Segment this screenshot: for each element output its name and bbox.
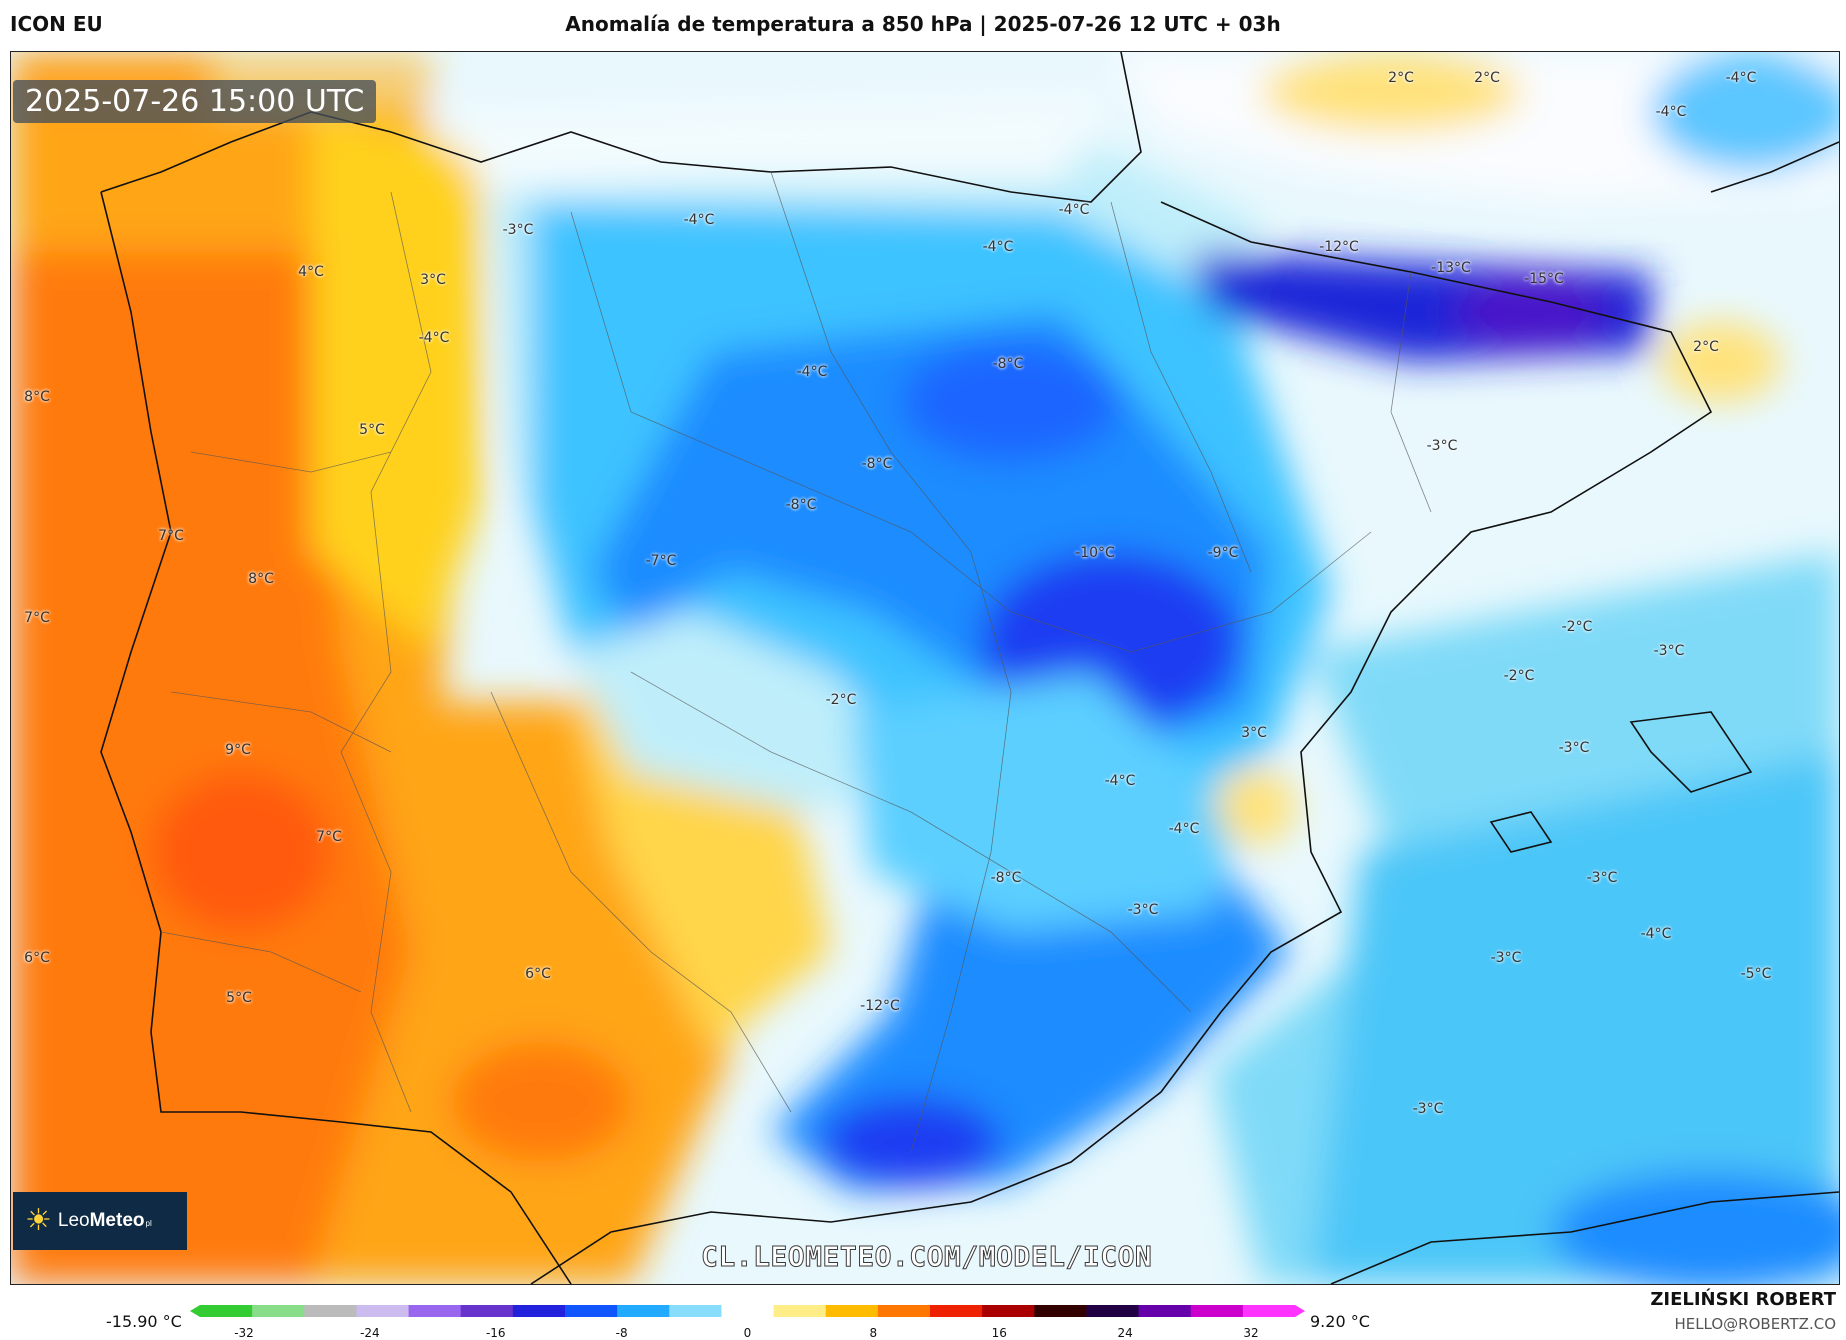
temperature-label: -8°C xyxy=(990,870,1022,886)
temperature-label: -8°C xyxy=(785,497,817,513)
temperature-label: 3°C xyxy=(1241,725,1267,741)
scale-left-arrow xyxy=(190,1305,200,1317)
temperature-label: -3°C xyxy=(1426,438,1458,454)
temperature-label: 2°C xyxy=(1388,70,1414,86)
temperature-label: -3°C xyxy=(1558,740,1590,756)
color-swatch xyxy=(1138,1305,1192,1317)
temperature-label: 6°C xyxy=(525,966,551,982)
color-swatch xyxy=(200,1305,253,1317)
color-swatch xyxy=(825,1305,879,1317)
chart-title: Anomalía de temperatura a 850 hPa | 2025… xyxy=(565,12,1281,36)
scale-tick-label: 8 xyxy=(869,1326,878,1340)
temperature-label: 4°C xyxy=(298,264,324,280)
temperature-label: -4°C xyxy=(1058,202,1090,218)
scale-tick-label: -24 xyxy=(360,1326,380,1340)
color-swatch xyxy=(1086,1305,1140,1317)
temperature-label: -3°C xyxy=(1412,1101,1444,1117)
temperature-label: -3°C xyxy=(502,222,534,238)
color-scale-bar xyxy=(190,1305,1305,1317)
region-borders xyxy=(160,171,1432,1153)
color-swatch xyxy=(460,1305,514,1317)
color-swatch xyxy=(512,1305,566,1317)
temperature-label: -4°C xyxy=(1655,104,1687,120)
color-swatch xyxy=(565,1305,618,1317)
temperature-label: -4°C xyxy=(1725,70,1757,86)
scale-tick-label: 24 xyxy=(1117,1326,1133,1340)
temperature-label: 9°C xyxy=(225,742,251,758)
temperature-label: 7°C xyxy=(158,528,184,544)
temperature-label: -3°C xyxy=(1653,643,1685,659)
temperature-label: -9°C xyxy=(1207,545,1239,561)
color-swatch xyxy=(356,1305,410,1317)
author-name: ZIELIŃSKI ROBERT xyxy=(1650,1289,1836,1310)
scale-tick-label: -8 xyxy=(615,1326,628,1340)
author-email[interactable]: HELLO@ROBERTZ.CO xyxy=(1674,1315,1836,1333)
timestamp-badge: 2025-07-26 15:00 UTC xyxy=(13,80,377,123)
temperature-label: -5°C xyxy=(1740,966,1772,982)
temperature-label: 8°C xyxy=(248,571,274,587)
temperature-label: -4°C xyxy=(796,364,828,380)
temperature-label: -8°C xyxy=(861,456,893,472)
color-swatch xyxy=(930,1305,983,1317)
color-swatch xyxy=(617,1305,670,1317)
temperature-label: -2°C xyxy=(825,692,857,708)
temperature-label: 2°C xyxy=(1474,70,1500,86)
temperature-label: -4°C xyxy=(982,239,1014,255)
leometeo-logo[interactable]: ☀ LeoMeteopl xyxy=(13,1192,187,1250)
sun-icon: ☀ xyxy=(25,1203,52,1238)
color-swatch xyxy=(982,1305,1035,1317)
scale-max-value: 9.20 °C xyxy=(1310,1312,1370,1331)
temperature-label: -3°C xyxy=(1127,902,1159,918)
scale-tick-label: 32 xyxy=(1243,1326,1259,1340)
color-swatch xyxy=(669,1305,722,1317)
color-swatch xyxy=(408,1305,462,1317)
color-swatch xyxy=(773,1305,827,1317)
scale-min-value: -15.90 °C xyxy=(106,1312,182,1331)
scale-tick-label: -32 xyxy=(234,1326,254,1340)
temperature-label: -2°C xyxy=(1503,668,1535,684)
temperature-label: 7°C xyxy=(24,610,50,626)
temperature-label: -4°C xyxy=(1104,773,1136,789)
color-swatch xyxy=(1242,1305,1296,1317)
scale-tick-label: 16 xyxy=(991,1326,1007,1340)
scale-right-arrow xyxy=(1295,1305,1305,1317)
temperature-label: -10°C xyxy=(1075,545,1115,561)
scale-tick-label: -16 xyxy=(485,1326,506,1340)
temperature-label: 5°C xyxy=(359,422,385,438)
temperature-label: -4°C xyxy=(418,330,450,346)
temperature-label: -12°C xyxy=(1319,239,1359,255)
color-swatch xyxy=(721,1305,775,1317)
temperature-label: 7°C xyxy=(316,829,342,845)
temperature-label: 8°C xyxy=(24,389,50,405)
temperature-label: -13°C xyxy=(1431,260,1471,276)
scale-tick-label: 0 xyxy=(743,1326,752,1340)
temperature-label: -4°C xyxy=(1640,926,1672,942)
logo-text: LeoMeteopl xyxy=(57,1210,152,1231)
color-swatch xyxy=(304,1305,357,1317)
temperature-label: -4°C xyxy=(683,212,715,228)
map-panel[interactable]: 2025-07-26 15:00 UTC 2°C 2°C -4°C -4°C -3°C -… xyxy=(10,51,1840,1285)
temperature-label: 5°C xyxy=(226,990,252,1006)
temperature-label: -7°C xyxy=(645,553,677,569)
temperature-label: 3°C xyxy=(420,272,446,288)
temperature-label: -2°C xyxy=(1561,619,1593,635)
watermark-url: CL.LEOMETEO.COM/MODEL/ICON xyxy=(700,1240,1153,1274)
color-swatch xyxy=(1190,1305,1244,1317)
temperature-label: -3°C xyxy=(1490,950,1522,966)
color-swatch xyxy=(877,1305,931,1317)
temperature-label: 2°C xyxy=(1693,339,1719,355)
temperature-label: -8°C xyxy=(992,356,1024,372)
temperature-label: -3°C xyxy=(1586,870,1618,886)
temperature-label: -12°C xyxy=(860,998,900,1014)
temperature-label: -4°C xyxy=(1168,821,1200,837)
color-swatch xyxy=(1034,1305,1087,1317)
temperature-map xyxy=(11,52,1839,1284)
temperature-label: 6°C xyxy=(24,950,50,966)
temperature-label: -15°C xyxy=(1524,271,1564,287)
color-swatch xyxy=(252,1305,305,1317)
model-name: ICON EU xyxy=(10,12,103,36)
